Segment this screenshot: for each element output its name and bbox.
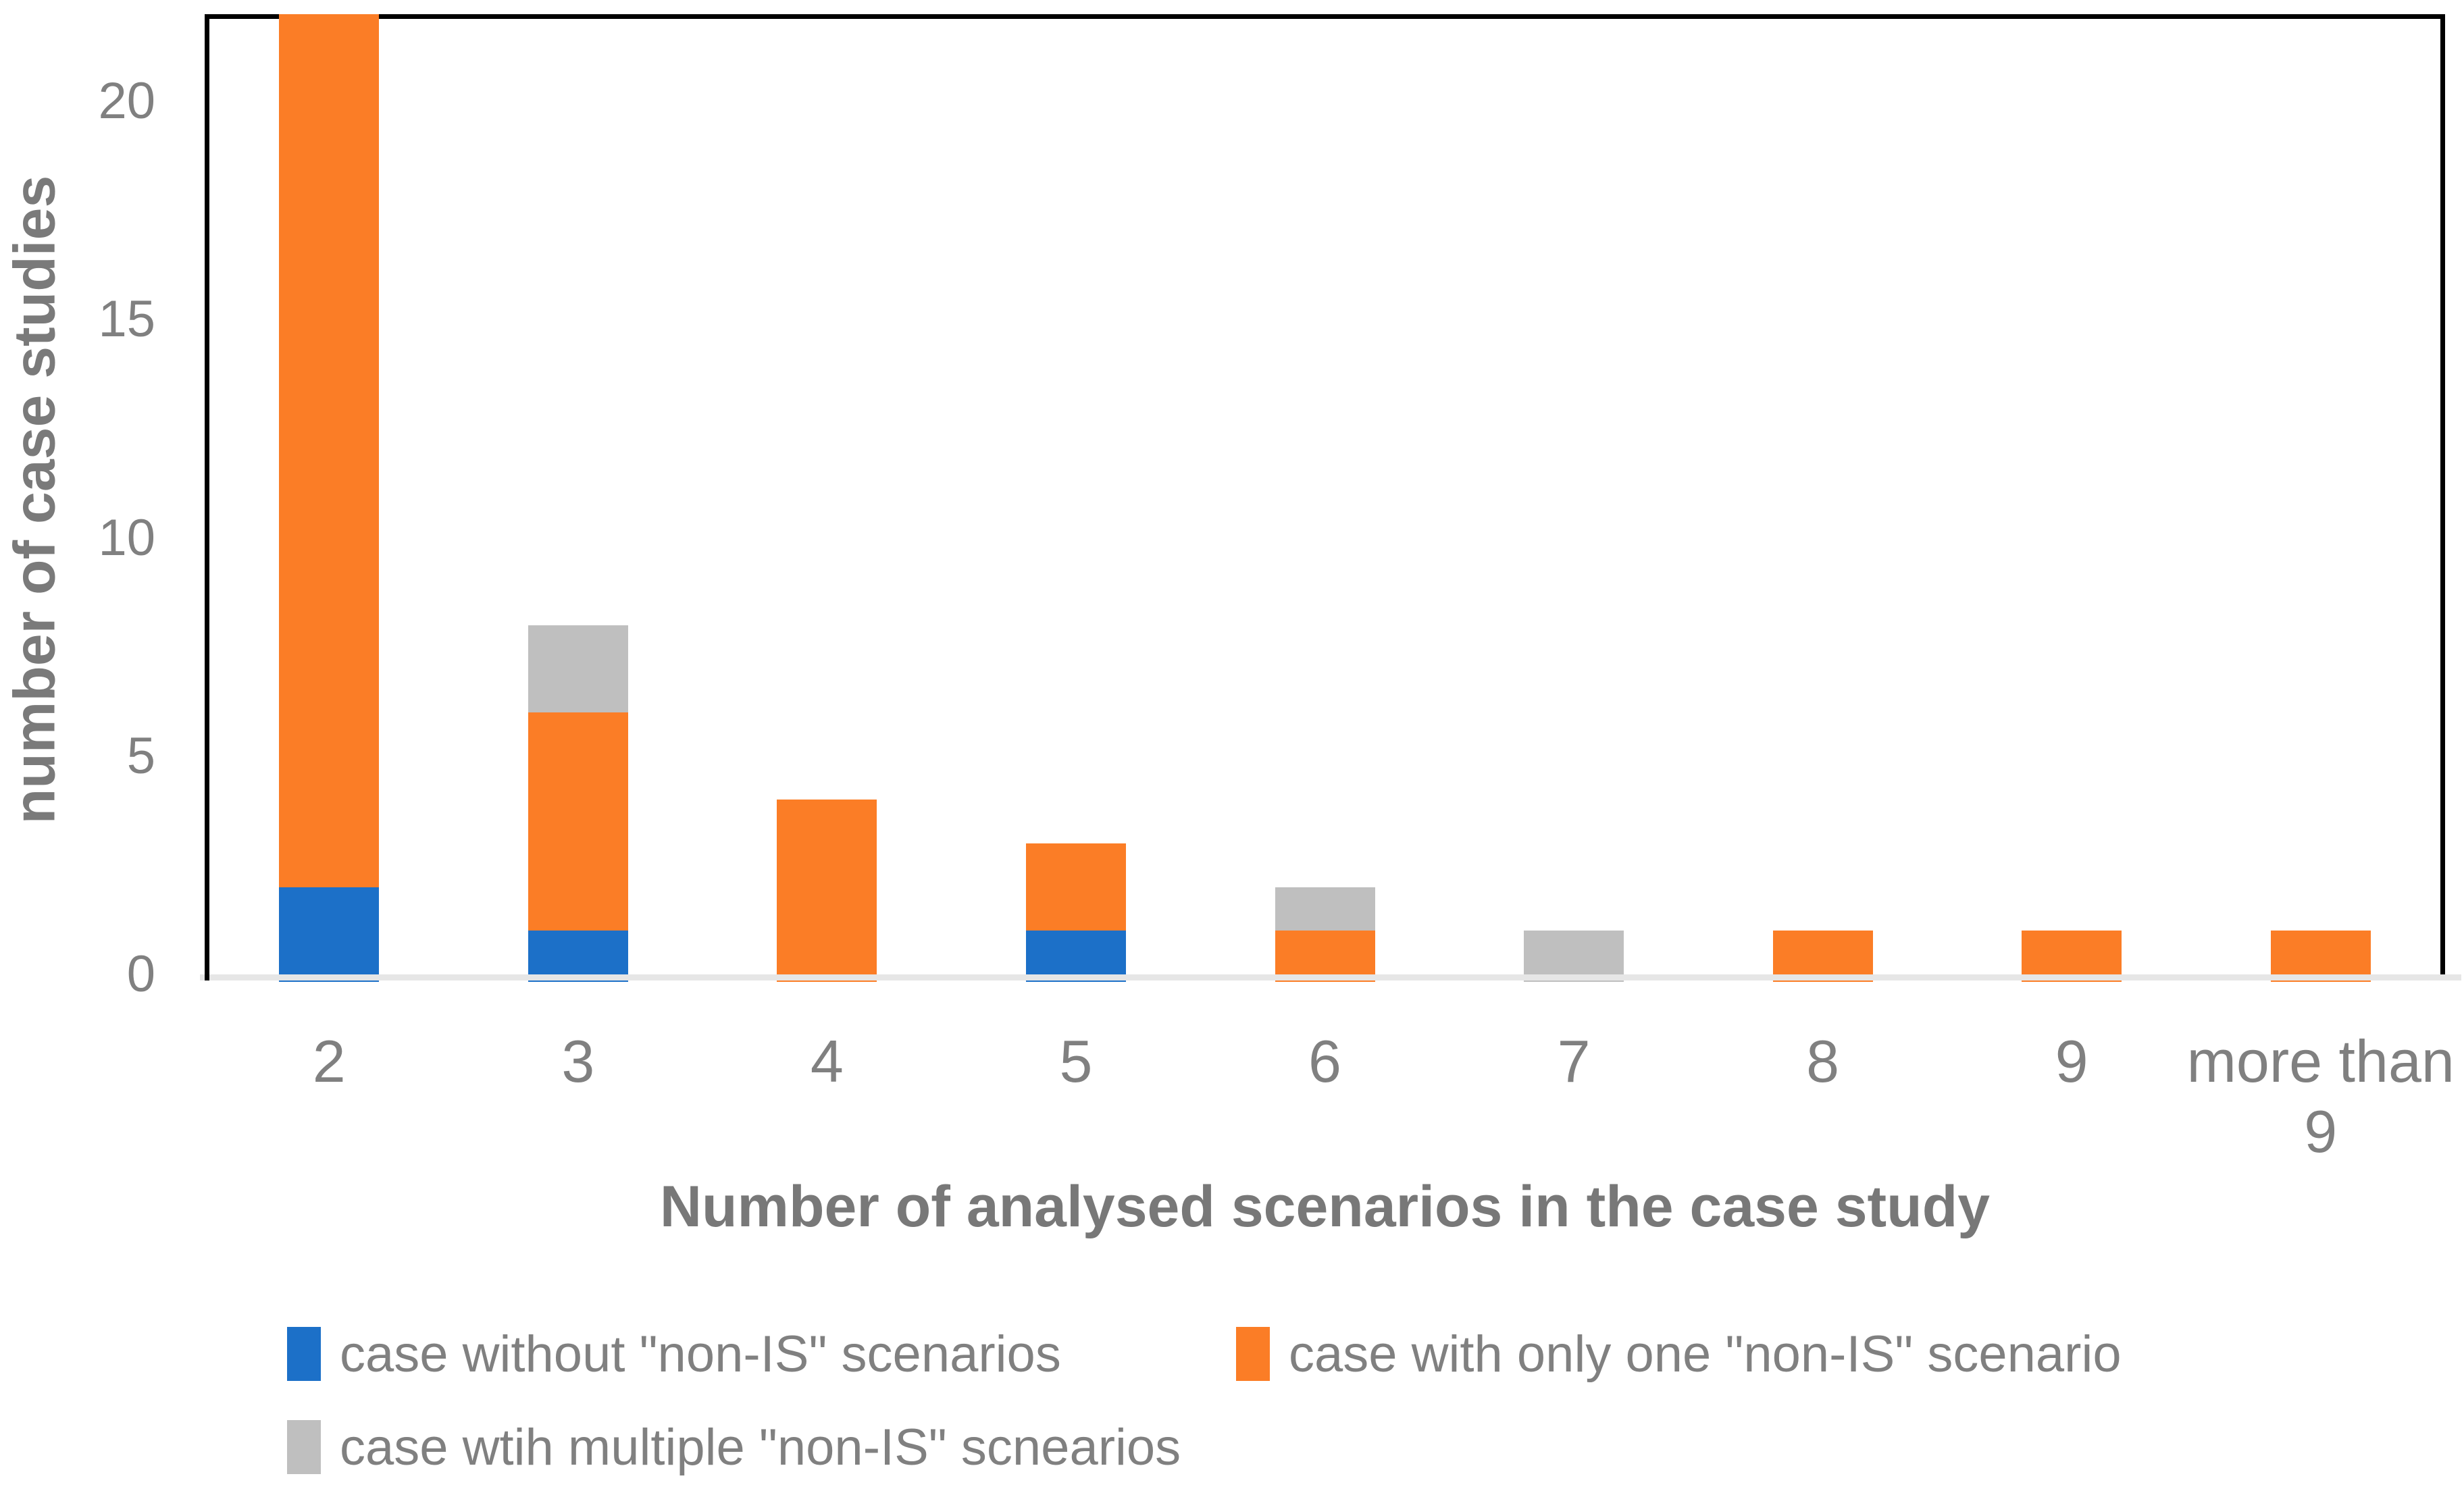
y-tick-label: 15	[98, 290, 155, 348]
legend-label: case with only one "non-IS" scenario	[1289, 1325, 2122, 1383]
legend-item-multiple-non-is: case wtih multiple "non-IS" scnearios	[287, 1410, 1181, 1484]
x-tick-label: more than 9	[2186, 1028, 2455, 1165]
legend-swatch-gray	[287, 1420, 321, 1474]
bar-segment	[528, 625, 628, 713]
y-tick-label: 20	[98, 72, 155, 130]
bar-segment	[279, 14, 380, 887]
legend-swatch-orange	[1236, 1327, 1270, 1381]
x-tick-label: 7	[1557, 1028, 1591, 1095]
bar-segment	[1524, 931, 1624, 982]
y-tick-label: 0	[126, 945, 155, 1003]
x-axis-line	[200, 974, 2461, 980]
bar-segment	[528, 712, 628, 931]
x-tick-label: 2	[312, 1028, 346, 1095]
plot-border-top	[205, 14, 2445, 19]
bar-stack	[1025, 843, 1126, 982]
bar-stack	[1524, 931, 1624, 982]
bar-segment	[528, 931, 628, 982]
bar-stack	[777, 800, 877, 982]
bar-stack	[2022, 931, 2122, 982]
bar-segment	[1275, 887, 1375, 931]
x-tick-label: 3	[561, 1028, 595, 1095]
bar-segment	[777, 800, 877, 982]
y-axis-line	[205, 14, 209, 980]
bar-stack	[1772, 931, 1873, 982]
bar-segment	[2022, 931, 2122, 982]
bar-segment	[279, 887, 380, 982]
x-tick-label: 6	[1308, 1028, 1341, 1095]
bar-segment	[1025, 931, 1126, 982]
x-tick-label: 5	[1059, 1028, 1093, 1095]
bar-stack	[528, 625, 628, 982]
bar-segment	[1275, 931, 1375, 982]
legend-label: case wtih multiple "non-IS" scnearios	[340, 1418, 1181, 1476]
y-tick-label: 5	[126, 727, 155, 785]
y-tick-label: 10	[98, 508, 155, 567]
bar-segment	[2270, 931, 2371, 982]
plot-area	[200, 14, 2461, 982]
bar-stack	[279, 14, 380, 982]
legend-label: case without "non-IS" scenarios	[340, 1325, 1061, 1383]
bar-segment	[1025, 843, 1126, 931]
bar-stack	[2270, 931, 2371, 982]
bar-stack	[1275, 887, 1375, 982]
legend-swatch-blue	[287, 1327, 321, 1381]
x-tick-label: 9	[2055, 1028, 2088, 1095]
plot-border-right	[2440, 14, 2445, 976]
x-tick-label: 4	[810, 1028, 844, 1095]
x-tick-label: 8	[1806, 1028, 1840, 1095]
bar-segment	[1772, 931, 1873, 982]
x-axis-title: Number of analysed scenarios in the case…	[659, 1174, 1991, 1239]
legend-item-only-one-non-is: case with only one "non-IS" scenario	[1236, 1317, 2122, 1391]
legend-item-without-non-is: case without "non-IS" scenarios	[287, 1317, 1061, 1391]
